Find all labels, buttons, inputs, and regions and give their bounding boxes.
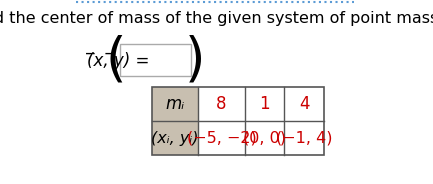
Bar (152, 87, 198, 121)
Bar (152, 121, 198, 155)
Text: 8: 8 (216, 95, 227, 113)
Text: ): ) (185, 35, 205, 87)
Text: (−5, −2): (−5, −2) (187, 130, 256, 146)
Text: 1: 1 (259, 95, 270, 113)
Text: (̅x, ̅y) =: (̅x, ̅y) = (88, 52, 150, 70)
Text: 4: 4 (299, 95, 310, 113)
Bar (152, 87, 324, 155)
Bar (120, 44, 191, 76)
Text: mᵢ: mᵢ (165, 95, 185, 113)
Text: (0, 0): (0, 0) (243, 130, 286, 146)
Text: (xᵢ, yᵢ): (xᵢ, yᵢ) (152, 130, 199, 146)
Text: (: ( (105, 35, 126, 87)
Text: (−1, 4): (−1, 4) (276, 130, 333, 146)
Text: Find the center of mass of the given system of point masses.: Find the center of mass of the given sys… (0, 11, 433, 26)
